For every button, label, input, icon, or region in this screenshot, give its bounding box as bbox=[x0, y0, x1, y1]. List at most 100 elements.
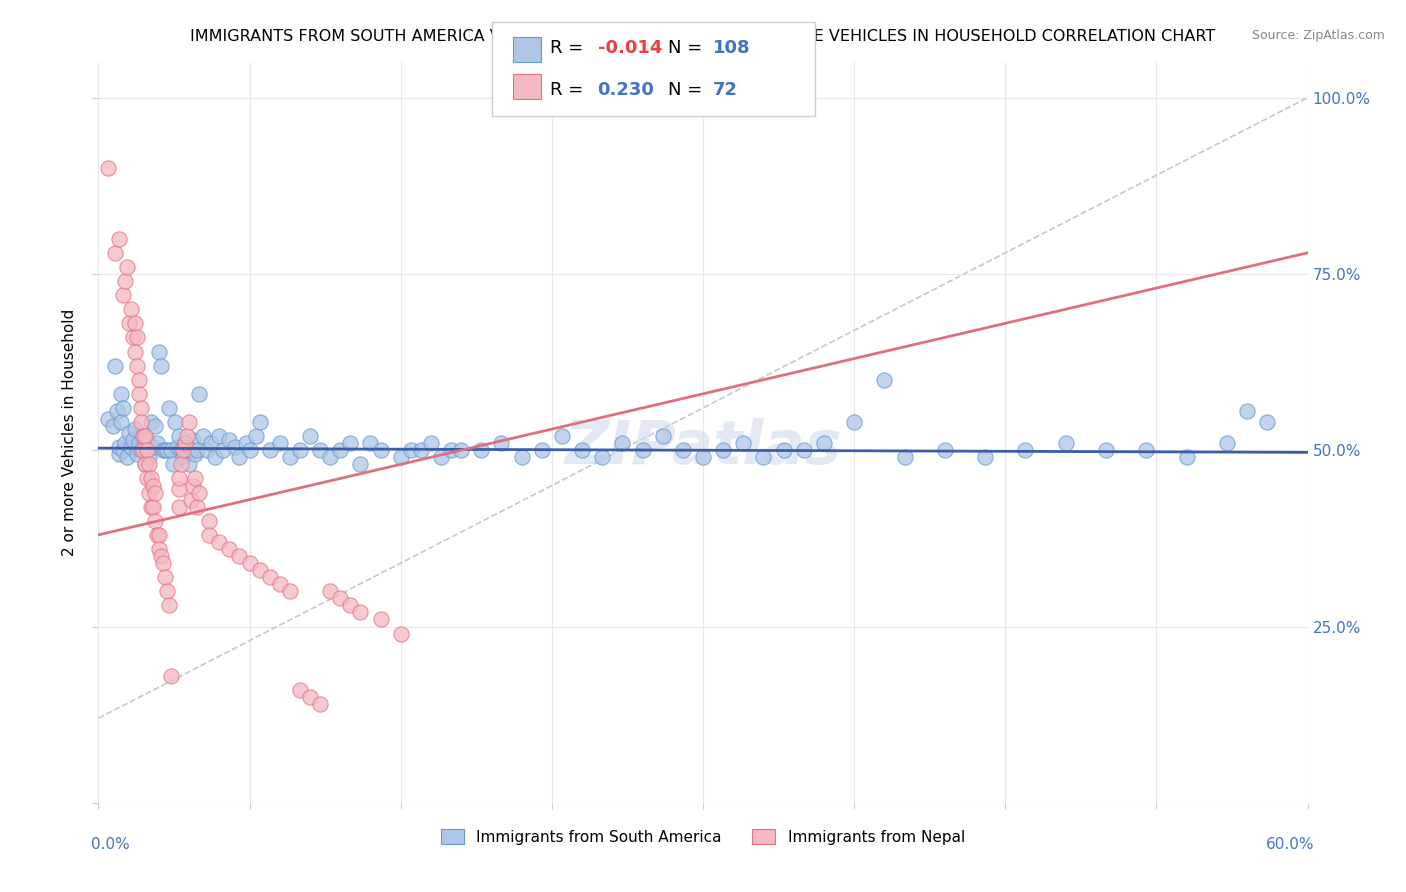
Point bbox=[124, 316, 146, 330]
Text: -0.014: -0.014 bbox=[598, 38, 662, 56]
Point bbox=[174, 436, 197, 450]
Point bbox=[204, 450, 226, 465]
Point bbox=[184, 447, 207, 461]
Point bbox=[107, 447, 129, 461]
Point bbox=[733, 436, 755, 450]
Point bbox=[309, 443, 332, 458]
Point bbox=[278, 450, 301, 465]
Point bbox=[288, 683, 311, 698]
Point bbox=[470, 443, 492, 458]
Text: N =: N = bbox=[668, 38, 707, 56]
Point bbox=[195, 443, 218, 458]
Text: 108: 108 bbox=[713, 38, 751, 56]
Point bbox=[631, 443, 654, 458]
Point bbox=[218, 433, 240, 447]
Point bbox=[149, 359, 172, 373]
Point bbox=[1256, 415, 1278, 429]
Y-axis label: 2 or more Vehicles in Household: 2 or more Vehicles in Household bbox=[62, 309, 77, 557]
Point bbox=[1236, 404, 1258, 418]
Point bbox=[571, 443, 593, 458]
Point bbox=[132, 429, 155, 443]
Point bbox=[143, 418, 166, 433]
Point bbox=[152, 443, 174, 458]
Point bbox=[128, 436, 150, 450]
Point bbox=[163, 415, 186, 429]
Point bbox=[170, 443, 193, 458]
Point bbox=[166, 440, 188, 454]
Point bbox=[181, 478, 204, 492]
Point bbox=[139, 471, 162, 485]
Point bbox=[329, 591, 352, 606]
Point bbox=[180, 443, 202, 458]
Point bbox=[149, 549, 172, 563]
Point bbox=[1216, 436, 1239, 450]
Point bbox=[160, 669, 183, 683]
Point bbox=[186, 500, 208, 514]
Point bbox=[420, 436, 443, 450]
Point bbox=[138, 485, 160, 500]
Point bbox=[118, 425, 141, 440]
Point bbox=[157, 599, 180, 613]
Point bbox=[692, 450, 714, 465]
Point bbox=[162, 458, 184, 472]
Point bbox=[134, 429, 156, 443]
Point bbox=[103, 359, 125, 373]
Point bbox=[409, 443, 432, 458]
Point bbox=[319, 584, 342, 599]
Point bbox=[138, 458, 160, 472]
Point bbox=[299, 429, 322, 443]
Text: N =: N = bbox=[668, 81, 707, 99]
Point bbox=[134, 458, 156, 472]
Point bbox=[370, 443, 392, 458]
Point bbox=[121, 330, 143, 344]
Point bbox=[110, 415, 132, 429]
Point bbox=[139, 500, 162, 514]
Point bbox=[339, 436, 361, 450]
Point bbox=[239, 443, 262, 458]
Point bbox=[139, 415, 162, 429]
Point bbox=[157, 401, 180, 415]
Point bbox=[711, 443, 734, 458]
Point bbox=[135, 471, 157, 485]
Point bbox=[167, 429, 190, 443]
Point bbox=[218, 541, 240, 556]
Text: ZIPatlas: ZIPatlas bbox=[564, 418, 842, 477]
Point bbox=[176, 443, 198, 458]
Point bbox=[269, 577, 291, 591]
Point bbox=[208, 429, 231, 443]
Point bbox=[974, 450, 997, 465]
Point bbox=[389, 450, 412, 465]
Point bbox=[212, 443, 235, 458]
Point bbox=[339, 599, 361, 613]
Point bbox=[793, 443, 815, 458]
Point bbox=[813, 436, 835, 450]
Point bbox=[399, 443, 422, 458]
Point bbox=[167, 500, 190, 514]
Text: 72: 72 bbox=[713, 81, 738, 99]
Legend: Immigrants from South America, Immigrants from Nepal: Immigrants from South America, Immigrant… bbox=[434, 822, 972, 851]
Point bbox=[115, 450, 138, 465]
Point bbox=[259, 570, 281, 584]
Point bbox=[111, 401, 134, 415]
Point bbox=[107, 232, 129, 246]
Point bbox=[156, 584, 179, 599]
Point bbox=[430, 450, 453, 465]
Point bbox=[288, 443, 311, 458]
Point bbox=[176, 429, 198, 443]
Point bbox=[115, 260, 138, 274]
Point bbox=[142, 478, 165, 492]
Point bbox=[198, 528, 221, 542]
Point bbox=[148, 528, 170, 542]
Point bbox=[111, 443, 134, 458]
Point bbox=[134, 458, 156, 472]
Point bbox=[170, 458, 193, 472]
Point bbox=[224, 440, 246, 454]
Point bbox=[146, 528, 169, 542]
Point bbox=[309, 697, 332, 711]
Point bbox=[132, 429, 155, 443]
Point bbox=[152, 556, 174, 570]
Point bbox=[105, 404, 128, 418]
Point bbox=[111, 288, 134, 302]
Point bbox=[389, 626, 412, 640]
Point bbox=[319, 450, 342, 465]
